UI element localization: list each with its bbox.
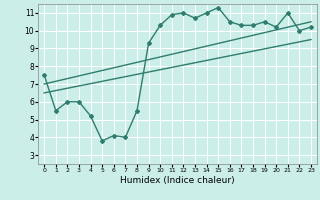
- X-axis label: Humidex (Indice chaleur): Humidex (Indice chaleur): [120, 176, 235, 185]
